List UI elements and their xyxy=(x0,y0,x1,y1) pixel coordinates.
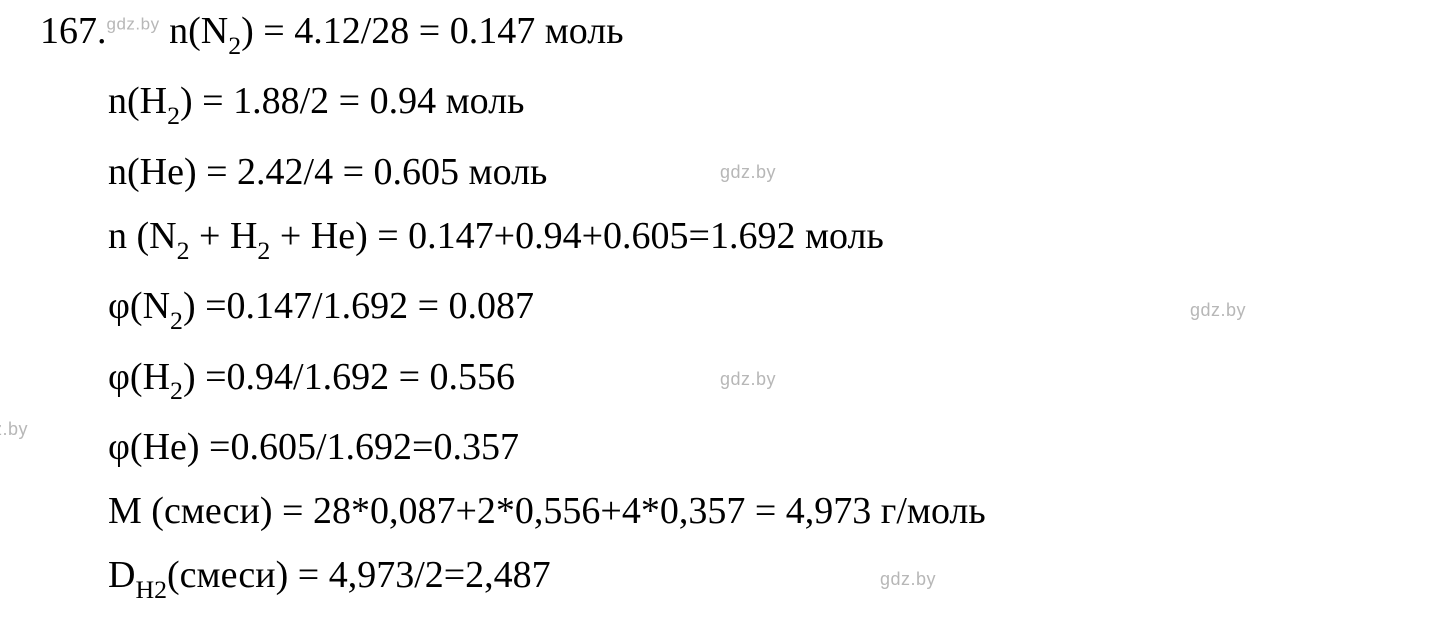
l4-c: + He) = 0.147+0.94+0.605=1.692 моль xyxy=(270,215,883,257)
l6-sub: 2 xyxy=(170,376,183,405)
line-6: φ(H2) =0.94/1.692 = 0.556 gdz.by xyxy=(40,358,1409,402)
l2-b: ) = 1.88/2 = 0.94 моль xyxy=(180,80,524,122)
l5-sub: 2 xyxy=(170,306,183,335)
watermark-7: gdz.by xyxy=(0,420,28,438)
line-4: n (N2 + H2 + He) = 0.147+0.94+0.605=1.69… xyxy=(40,217,1409,261)
line-5: φ(N2) =0.147/1.692 = 0.087 gdz.by xyxy=(40,287,1409,331)
line-9: DH2(смеси) = 4,973/2=2,487 gdz.by xyxy=(40,556,1409,600)
line-8: M (смеси) = 28*0,087+2*0,556+4*0,357 = 4… xyxy=(40,492,1409,530)
problem-number: 167. xyxy=(40,10,107,52)
l6-b: ) =0.94/1.692 = 0.556 xyxy=(183,356,515,398)
watermark-5: gdz.by xyxy=(1190,301,1246,319)
watermark-9: gdz.by xyxy=(880,570,936,588)
l1-sub: 2 xyxy=(228,31,241,60)
line-7: gdz.by φ(He) =0.605/1.692=0.357 xyxy=(40,428,1409,466)
l6-a: φ(H xyxy=(108,356,170,398)
l4-sub1: 2 xyxy=(177,236,190,265)
l4-b: + H xyxy=(190,215,258,257)
l5-b: ) =0.147/1.692 = 0.087 xyxy=(183,285,534,327)
l8-a: M (смеси) = 28*0,087+2*0,556+4*0,357 = 4… xyxy=(108,490,986,532)
l9-b: (смеси) = 4,973/2=2,487 xyxy=(167,554,551,596)
watermark-inline-1: gdz.by xyxy=(107,14,160,33)
l3-a: n(He) = 2.42/4 = 0.605 моль xyxy=(108,151,547,193)
l9-sub: H2 xyxy=(135,575,167,604)
l4-sub2: 2 xyxy=(257,236,270,265)
l9-a: D xyxy=(108,554,135,596)
line-2: n(H2) = 1.88/2 = 0.94 моль xyxy=(40,82,1409,126)
l1-b: ) = 4.12/28 = 0.147 моль xyxy=(241,10,623,52)
line-3: n(He) = 2.42/4 = 0.605 моль gdz.by xyxy=(40,153,1409,191)
l7-a: φ(He) =0.605/1.692=0.357 xyxy=(108,426,519,468)
l2-a: n(H xyxy=(108,80,167,122)
l2-sub: 2 xyxy=(167,101,180,130)
watermark-3: gdz.by xyxy=(720,163,776,181)
l5-a: φ(N xyxy=(108,285,170,327)
l1-a: n(N xyxy=(160,10,229,52)
line-1: 167.gdz.by n(N2) = 4.12/28 = 0.147 моль xyxy=(40,12,1409,56)
l4-a: n (N xyxy=(108,215,177,257)
watermark-6: gdz.by xyxy=(720,370,776,388)
